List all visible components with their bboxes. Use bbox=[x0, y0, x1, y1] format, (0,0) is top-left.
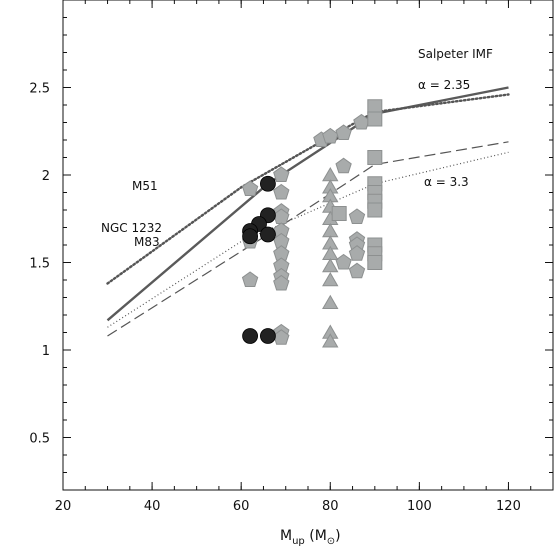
pentagon-marker bbox=[348, 208, 366, 224]
dark-circle-marker bbox=[260, 175, 276, 192]
square-marker bbox=[367, 150, 383, 165]
ngc1232-label: NGC 1232 bbox=[101, 221, 162, 235]
salpeter-label: Salpeter IMF bbox=[418, 47, 493, 61]
triangle-marker bbox=[322, 257, 339, 273]
pentagon-marker bbox=[335, 157, 352, 174]
dark-circle-marker bbox=[242, 328, 258, 344]
pentagon-marker bbox=[273, 166, 290, 182]
x-tick-label: 80 bbox=[322, 499, 339, 514]
pentagon-marker bbox=[273, 183, 290, 200]
dark-circle-marker bbox=[260, 226, 276, 243]
square-marker bbox=[367, 255, 383, 270]
pentagon-marker bbox=[348, 245, 366, 261]
plot-frame bbox=[62, 0, 554, 491]
model-line-solid bbox=[106, 86, 509, 322]
square-marker bbox=[367, 202, 383, 218]
y-tick-label: 1 bbox=[42, 344, 50, 359]
pentagon-marker bbox=[241, 180, 259, 196]
pentagon-marker bbox=[273, 274, 290, 291]
y-tick-label: 0.5 bbox=[29, 432, 50, 447]
triangle-marker bbox=[322, 271, 339, 287]
dark-circle-marker bbox=[260, 328, 276, 344]
x-tick-label: 100 bbox=[407, 499, 432, 514]
y-tick-label: 2.5 bbox=[29, 82, 50, 97]
m83-label: M83 bbox=[134, 235, 160, 249]
triangle-marker bbox=[322, 333, 339, 348]
y-tick-label: 2 bbox=[42, 169, 50, 184]
x-tick-label: 40 bbox=[144, 499, 161, 514]
alpha-235-label: α = 2.35 bbox=[418, 78, 470, 92]
model-line-dashed bbox=[107, 141, 509, 337]
y-axis-ticks: 0.5 1 1.5 2 2.5 bbox=[29, 82, 553, 447]
x-tick-label: 20 bbox=[55, 499, 72, 514]
x-tick-label: 120 bbox=[496, 499, 521, 514]
pentagon-marker bbox=[348, 262, 366, 279]
model-line-dotted-light bbox=[107, 151, 509, 328]
x-axis-ticks: 20 40 60 80 100 120 bbox=[55, 0, 521, 514]
square-marker bbox=[331, 206, 347, 221]
dark-circle-marker bbox=[242, 228, 258, 245]
pentagon-marker bbox=[335, 124, 352, 140]
square-marker bbox=[367, 111, 383, 127]
alpha-33-label: α = 3.3 bbox=[424, 175, 469, 189]
y-tick-label: 1.5 bbox=[29, 257, 50, 272]
x-tick-label: 60 bbox=[233, 499, 250, 514]
x-axis-label: Mup (M⊙) bbox=[280, 528, 341, 547]
pentagon-marker bbox=[241, 271, 259, 287]
triangle-marker bbox=[322, 294, 339, 309]
data-markers bbox=[241, 99, 383, 348]
m51-label: M51 bbox=[132, 179, 158, 193]
